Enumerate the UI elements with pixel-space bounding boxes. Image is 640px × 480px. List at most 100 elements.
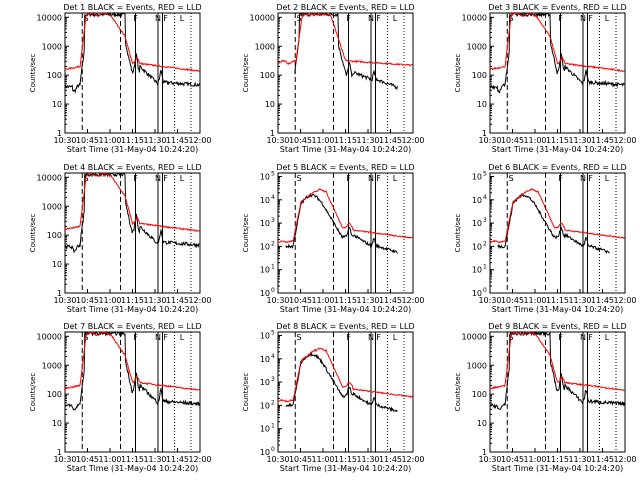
y-tick-exponent: 3 [483, 217, 487, 224]
x-tick-label: 10:30 [53, 455, 76, 464]
y-tick-label: 10 [260, 355, 270, 364]
y-tick-label: 10 [260, 425, 270, 434]
x-tick-label: 11:45 [591, 296, 614, 305]
x-axis-label: Start Time (31-May-04 10:24:20) [67, 464, 198, 473]
y-tick-label: 10 [472, 172, 482, 181]
interval-marker: N [580, 174, 586, 183]
interval-marker: L [180, 174, 185, 183]
y-axis-label: Counts/sec [29, 214, 37, 253]
x-axis-label: Start Time (31-May-04 10:24:20) [280, 464, 411, 473]
interval-marker: L [605, 174, 610, 183]
interval-marker: N [580, 14, 586, 23]
y-tick-label: 10 [52, 100, 62, 109]
y-tick-exponent: 3 [271, 217, 275, 224]
y-tick-label: 10000 [462, 13, 487, 22]
interval-marker: F [558, 174, 563, 183]
lld-series-line [489, 12, 625, 73]
y-tick-label: 1 [57, 129, 62, 138]
y-tick-exponent: 1 [483, 264, 487, 271]
x-tick-label: 11:30 [143, 455, 166, 464]
panel-title: Det 1 BLACK = Events, RED = LLD [63, 3, 201, 12]
y-tick-label: 1 [482, 129, 487, 138]
y-tick-label: 10 [260, 219, 270, 228]
lld-series-line [277, 188, 413, 244]
x-tick-label: 11:15 [121, 296, 144, 305]
y-tick-label: 100 [47, 231, 62, 240]
interval-marker: F [558, 14, 563, 23]
plot-frame [277, 172, 414, 294]
y-tick-label: 1000 [42, 42, 62, 51]
x-tick-label: 11:45 [166, 136, 189, 145]
x-tick-label: 12:00 [188, 136, 211, 145]
y-tick-exponent: 0 [271, 287, 275, 294]
x-tick-label: 10:30 [266, 455, 289, 464]
panel-title: Det 8 BLACK = Events, RED = LLD [276, 322, 414, 331]
x-tick-label: 11:00 [98, 296, 121, 305]
x-tick-label: 10:45 [76, 296, 99, 305]
interval-marker: F [588, 333, 593, 342]
y-tick-label: 10 [260, 401, 270, 410]
x-axis-label: Start Time (31-May-04 10:24:20) [492, 464, 623, 473]
y-tick-label: 1 [270, 129, 275, 138]
y-tick-label: 10 [265, 100, 275, 109]
interval-marker: F [133, 333, 138, 342]
y-tick-label: 10 [260, 172, 270, 181]
interval-marker: N [155, 14, 161, 23]
x-tick-label: 11:15 [334, 296, 357, 305]
x-tick-label: 11:30 [356, 455, 379, 464]
interval-marker: F [346, 174, 351, 183]
x-tick-label: 10:30 [478, 296, 501, 305]
y-axis-label: Counts/sec [29, 373, 37, 412]
events-series-line [294, 12, 398, 91]
plot-frame [277, 331, 414, 453]
y-tick-label: 10 [260, 242, 270, 251]
y-tick-label: 1000 [467, 42, 487, 51]
y-tick-exponent: 0 [271, 446, 275, 453]
x-axis-label: Start Time (31-May-04 10:24:20) [67, 145, 198, 154]
x-tick-label: 11:45 [166, 296, 189, 305]
x-tick-label: 11:30 [568, 296, 591, 305]
y-tick-exponent: 2 [271, 399, 275, 406]
x-tick-label: 11:00 [98, 136, 121, 145]
x-tick-label: 11:45 [379, 455, 402, 464]
x-tick-label: 11:00 [523, 455, 546, 464]
y-tick-exponent: 5 [483, 170, 487, 177]
events-series-line [285, 351, 398, 413]
y-tick-label: 10 [260, 289, 270, 298]
y-tick-label: 10000 [250, 13, 275, 22]
interval-marker: N [368, 333, 374, 342]
y-tick-label: 10 [472, 242, 482, 251]
x-tick-label: 12:00 [188, 455, 211, 464]
x-tick-label: 12:00 [188, 296, 211, 305]
x-tick-label: 10:45 [501, 296, 524, 305]
x-tick-label: 10:30 [266, 296, 289, 305]
x-tick-label: 11:45 [591, 136, 614, 145]
interval-marker: S [296, 174, 301, 183]
x-tick-label: 10:45 [289, 296, 312, 305]
interval-marker: S [508, 174, 513, 183]
lld-series-line [64, 173, 200, 232]
x-tick-label: 11:45 [379, 136, 402, 145]
y-tick-label: 1 [57, 448, 62, 457]
x-tick-label: 11:45 [591, 455, 614, 464]
y-tick-label: 1 [482, 448, 487, 457]
lld-series-line [489, 188, 625, 244]
x-tick-label: 10:30 [478, 455, 501, 464]
y-tick-label: 1000 [255, 42, 275, 51]
y-tick-label: 10000 [37, 13, 62, 22]
y-axis-label: Counts/sec [242, 373, 250, 412]
y-tick-label: 10000 [37, 173, 62, 182]
x-tick-label: 11:15 [121, 455, 144, 464]
interval-marker: L [180, 333, 185, 342]
y-tick-label: 10 [52, 260, 62, 269]
y-tick-label: 10 [260, 196, 270, 205]
y-tick-exponent: 5 [271, 329, 275, 336]
y-tick-label: 100 [472, 71, 487, 80]
x-axis-label: Start Time (31-May-04 10:24:20) [492, 305, 623, 314]
y-tick-exponent: 2 [483, 240, 487, 247]
